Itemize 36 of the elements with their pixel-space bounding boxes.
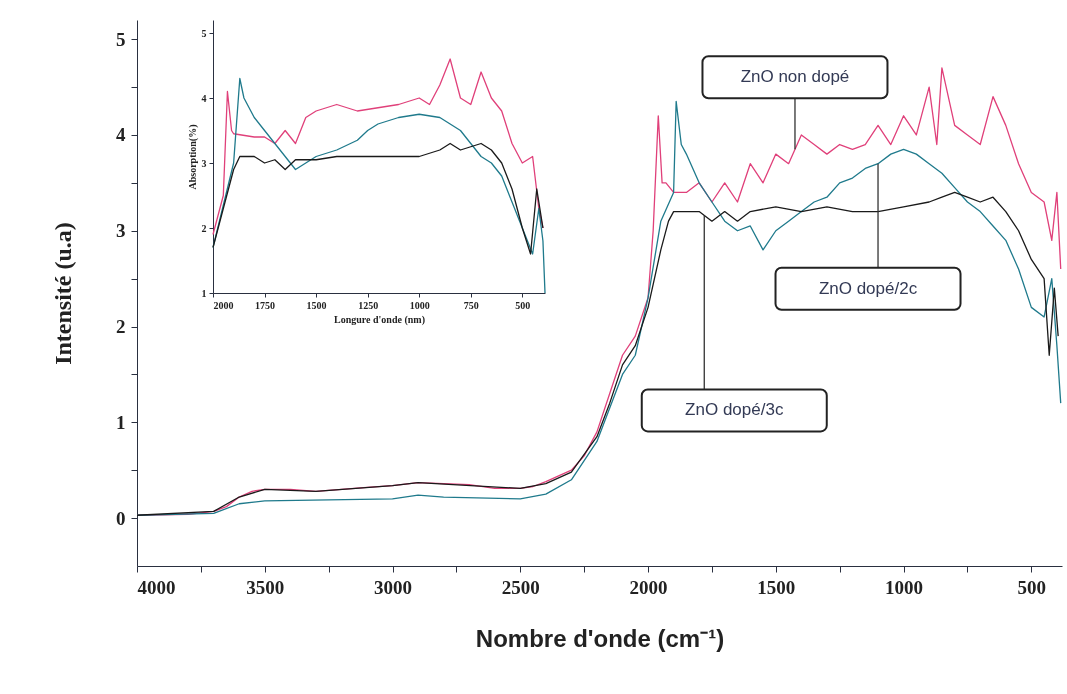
x-tick-label: 3500: [246, 576, 285, 598]
y-tick-label: 4: [201, 92, 207, 104]
y-tick-label: 1: [201, 287, 207, 299]
x-tick-label: 4000: [137, 576, 176, 598]
x-tick-label: 750: [463, 299, 479, 311]
x-axis-title: Nombre d'onde (cm⁻¹): [475, 624, 725, 652]
y-tick-label: 0: [116, 507, 126, 529]
x-tick-label: 1750: [255, 299, 276, 311]
x-tick-label: 1500: [757, 576, 796, 598]
y-tick-label: 2: [201, 222, 207, 234]
x-tick-label: 2000: [213, 299, 234, 311]
line-series: [136, 191, 1059, 516]
y-axis-title: Intensité (u.a): [50, 222, 76, 365]
annotation: ZnO dopé/3c: [685, 400, 784, 420]
x-tick-label: 1250: [358, 299, 379, 311]
x-tick-label: 500: [1017, 576, 1047, 598]
annotation: ZnO dopé/2c: [818, 278, 918, 298]
y-tick-label: 3: [201, 157, 207, 169]
annotation: ZnO non dopé: [740, 67, 850, 87]
y-tick-label: 4: [116, 124, 126, 146]
line-series: [212, 142, 544, 255]
x-tick-label: 1500: [306, 299, 327, 311]
x-tick-label: 2000: [629, 576, 668, 598]
y-tick-label: 5: [201, 27, 207, 39]
x-tick-label: 1000: [409, 299, 430, 311]
y-tick-label: 5: [116, 28, 126, 50]
x-tick-label: 500: [515, 299, 531, 311]
y-tick-label: 1: [116, 411, 126, 433]
x-tick-label: 3000: [374, 576, 413, 598]
y-tick-label: 2: [116, 316, 126, 338]
y-axis-title: Absorption(%): [186, 124, 199, 190]
x-tick-label: 1000: [885, 576, 924, 598]
line-series: [212, 58, 544, 236]
x-axis-title: Longure d'onde (nm): [334, 313, 425, 326]
x-tick-label: 2500: [501, 576, 540, 598]
y-tick-label: 3: [116, 220, 126, 242]
